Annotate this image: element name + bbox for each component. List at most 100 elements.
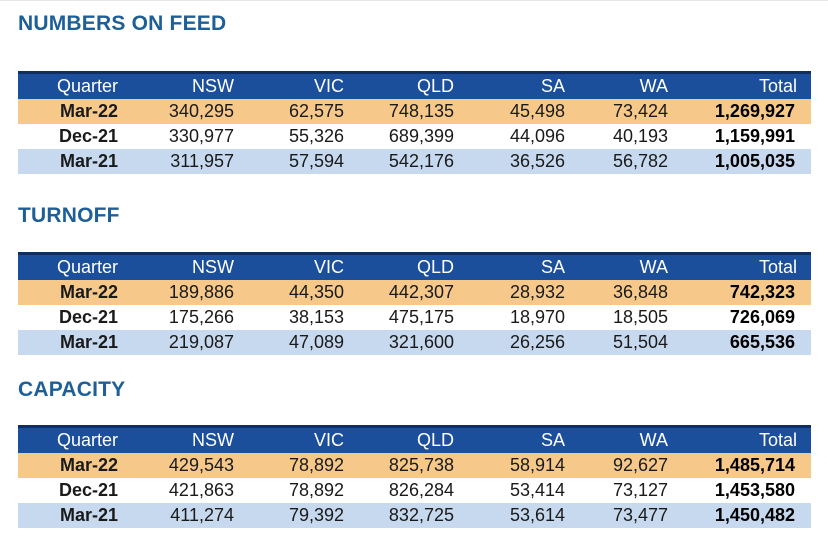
cell-wa: 73,477: [612, 505, 668, 525]
header-wa: WA: [639, 257, 668, 277]
cell-quarter: Mar-22: [59, 282, 118, 302]
cell-sa: 53,614: [509, 505, 565, 525]
cell-total: 726,069: [729, 307, 795, 327]
cell-qld: 748,135: [388, 101, 454, 121]
header-qld: QLD: [416, 257, 454, 277]
cell-sa: 45,498: [509, 101, 565, 121]
table-header-row: Quarter NSW VIC QLD SA WA Total: [18, 72, 811, 99]
header-total: Total: [758, 430, 797, 450]
cell-wa: 56,782: [612, 151, 668, 171]
cell-total: 1,159,991: [714, 126, 795, 146]
cell-vic: 79,392: [288, 505, 344, 525]
cell-total: 1,485,714: [714, 455, 795, 475]
cell-quarter: Mar-21: [59, 151, 118, 171]
cell-nsw: 429,543: [168, 455, 234, 475]
header-quarter: Quarter: [56, 76, 118, 96]
cell-total: 1,005,035: [714, 151, 795, 171]
header-total: Total: [758, 257, 797, 277]
cell-nsw: 330,977: [168, 126, 234, 146]
cell-quarter: Mar-22: [59, 101, 118, 121]
table-row: Mar-21 411,274 79,392 832,725 53,614 73,…: [18, 503, 811, 528]
cell-wa: 40,193: [612, 126, 668, 146]
table-header-row: Quarter NSW VIC QLD SA WA Total: [18, 253, 811, 280]
numbers-on-feed-table: Quarter NSW VIC QLD SA WA Total Mar-22 3…: [18, 71, 811, 174]
table-row: Mar-21 311,957 57,594 542,176 36,526 56,…: [18, 149, 811, 174]
header-nsw: NSW: [192, 257, 234, 277]
header-wa: WA: [639, 76, 668, 96]
cell-total: 1,453,580: [714, 480, 795, 500]
cell-qld: 321,600: [388, 332, 454, 352]
cell-sa: 44,096: [509, 126, 565, 146]
header-sa: SA: [540, 257, 565, 277]
cell-qld: 825,738: [388, 455, 454, 475]
cell-nsw: 340,295: [168, 101, 234, 121]
cell-vic: 78,892: [288, 480, 344, 500]
cell-sa: 18,970: [509, 307, 565, 327]
cell-nsw: 189,886: [168, 282, 234, 302]
turnoff-table: Quarter NSW VIC QLD SA WA Total Mar-22 1…: [18, 252, 811, 355]
cell-sa: 28,932: [509, 282, 565, 302]
cell-quarter: Dec-21: [58, 126, 118, 146]
cell-vic: 47,089: [288, 332, 344, 352]
cell-vic: 78,892: [288, 455, 344, 475]
cell-nsw: 411,274: [170, 505, 234, 525]
cell-vic: 57,594: [288, 151, 344, 171]
header-qld: QLD: [416, 430, 454, 450]
table-header-row: Quarter NSW VIC QLD SA WA Total: [18, 426, 811, 453]
table-row: Mar-21 219,087 47,089 321,600 26,256 51,…: [18, 330, 811, 355]
header-nsw: NSW: [192, 430, 234, 450]
header-total: Total: [758, 76, 797, 96]
table-row: Dec-21 175,266 38,153 475,175 18,970 18,…: [18, 305, 811, 330]
cell-sa: 36,526: [509, 151, 565, 171]
cell-wa: 18,505: [612, 307, 668, 327]
top-divider: [0, 0, 828, 1]
cell-qld: 542,176: [388, 151, 454, 171]
cell-nsw: 219,087: [168, 332, 234, 352]
cell-quarter: Mar-21: [59, 505, 118, 525]
cell-nsw: 421,863: [168, 480, 234, 500]
cell-sa: 26,256: [509, 332, 565, 352]
cell-sa: 58,914: [509, 455, 565, 475]
header-quarter: Quarter: [56, 430, 118, 450]
cell-qld: 832,725: [388, 505, 454, 525]
cell-vic: 44,350: [288, 282, 344, 302]
cell-wa: 73,424: [612, 101, 668, 121]
cell-total: 665,536: [729, 332, 795, 352]
header-wa: WA: [639, 430, 668, 450]
cell-qld: 475,175: [388, 307, 454, 327]
cell-quarter: Dec-21: [58, 480, 118, 500]
cell-wa: 36,848: [612, 282, 668, 302]
table-row: Dec-21 330,977 55,326 689,399 44,096 40,…: [18, 124, 811, 149]
cell-sa: 53,414: [509, 480, 565, 500]
header-nsw: NSW: [192, 76, 234, 96]
cell-qld: 442,307: [388, 282, 454, 302]
cell-total: 1,269,927: [714, 101, 795, 121]
cell-total: 742,323: [729, 282, 795, 302]
header-vic: VIC: [313, 76, 344, 96]
header-sa: SA: [540, 76, 565, 96]
capacity-table: Quarter NSW VIC QLD SA WA Total Mar-22 4…: [18, 425, 811, 528]
section-title-capacity: CAPACITY: [18, 378, 126, 401]
table-row: Mar-22 340,295 62,575 748,135 45,498 73,…: [18, 99, 811, 124]
cell-total: 1,450,482: [714, 505, 795, 525]
cell-vic: 55,326: [288, 126, 344, 146]
cell-nsw: 311,957: [170, 151, 234, 171]
cell-vic: 62,575: [288, 101, 344, 121]
cell-wa: 92,627: [612, 455, 668, 475]
header-quarter: Quarter: [56, 257, 118, 277]
section-title-numbers-on-feed: NUMBERS ON FEED: [18, 12, 227, 35]
cell-quarter: Dec-21: [58, 307, 118, 327]
section-title-turnoff: TURNOFF: [18, 204, 120, 227]
cell-quarter: Mar-21: [59, 332, 118, 352]
cell-qld: 826,284: [388, 480, 454, 500]
table-row: Mar-22 429,543 78,892 825,738 58,914 92,…: [18, 453, 811, 478]
cell-nsw: 175,266: [168, 307, 234, 327]
cell-qld: 689,399: [388, 126, 454, 146]
table-row: Dec-21 421,863 78,892 826,284 53,414 73,…: [18, 478, 811, 503]
cell-vic: 38,153: [288, 307, 344, 327]
cell-wa: 51,504: [612, 332, 668, 352]
cell-wa: 73,127: [612, 480, 668, 500]
table-row: Mar-22 189,886 44,350 442,307 28,932 36,…: [18, 280, 811, 305]
header-sa: SA: [540, 430, 565, 450]
header-qld: QLD: [416, 76, 454, 96]
